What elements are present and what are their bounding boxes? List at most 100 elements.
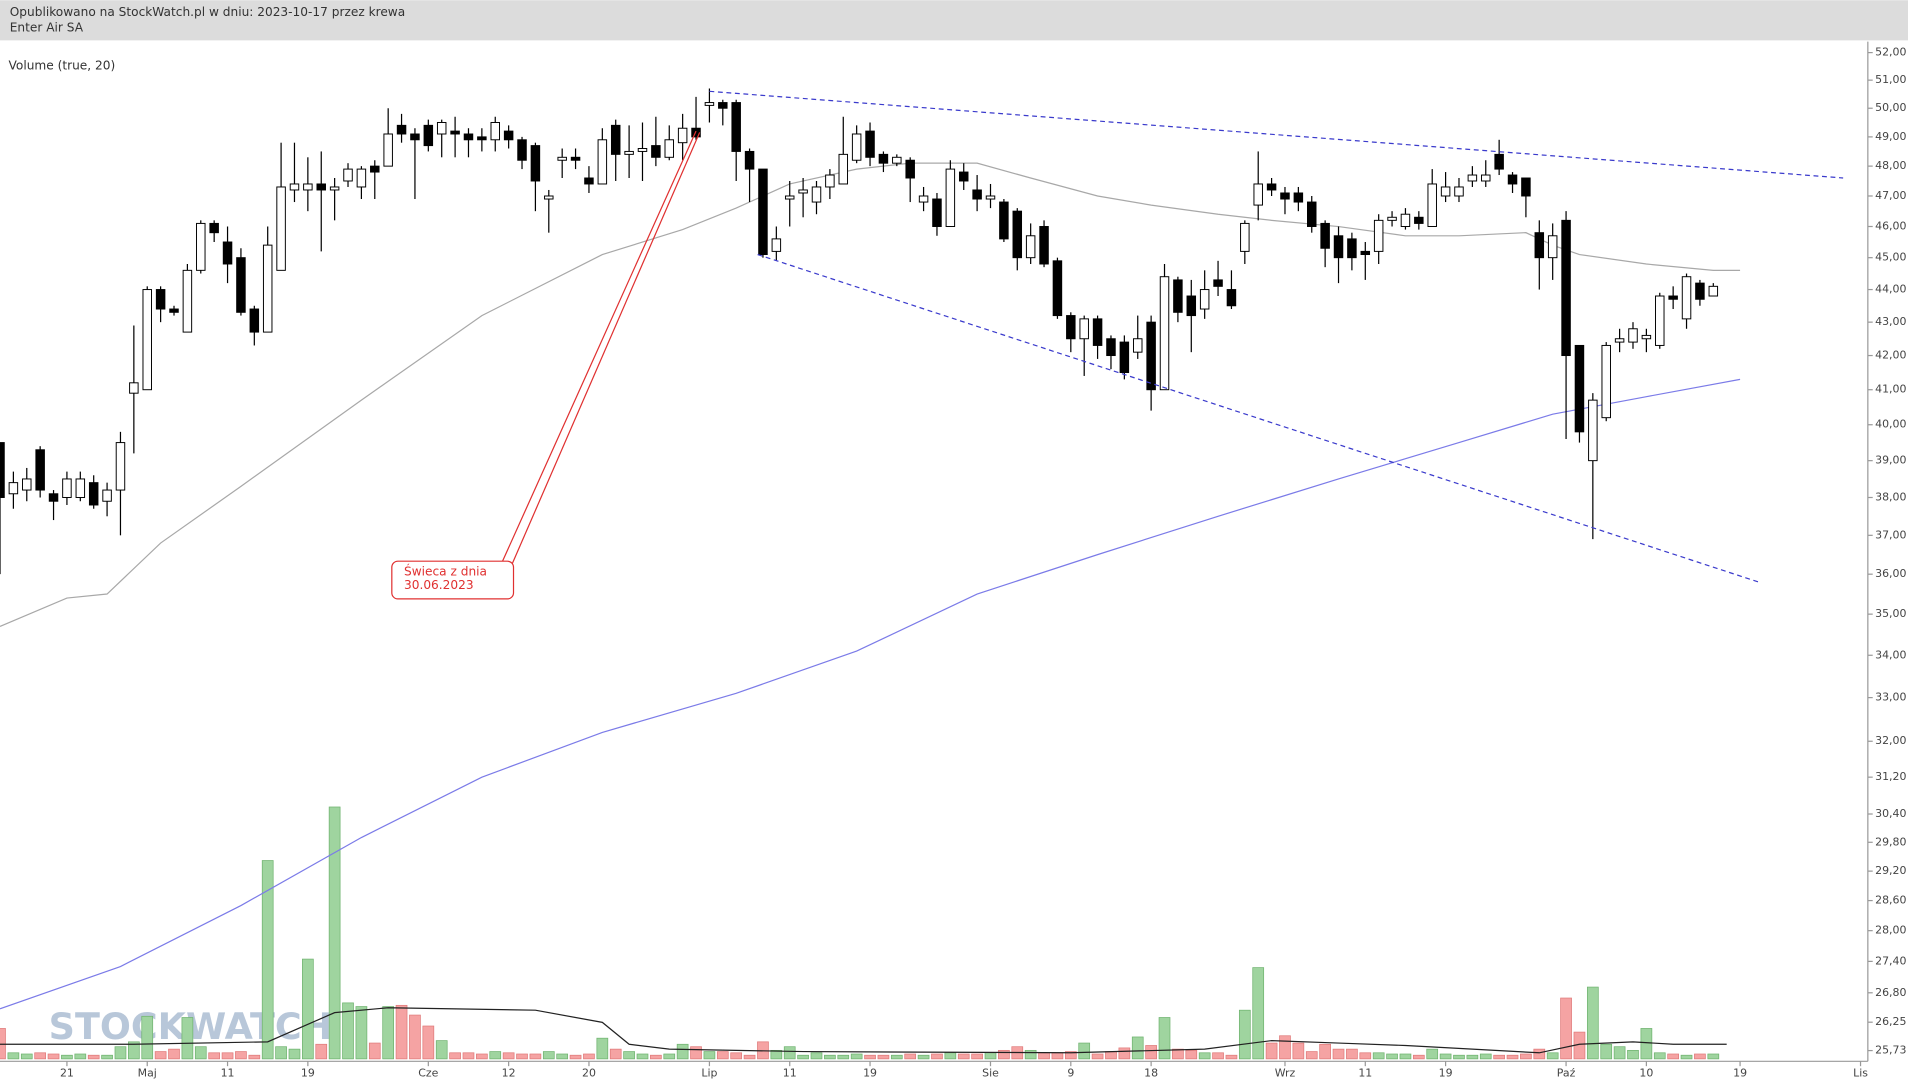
candle-body (1373, 219, 1384, 252)
volume-bar (1078, 1042, 1091, 1060)
candle-body (1079, 318, 1089, 340)
y-tick-label: 35,00 (1875, 607, 1906, 620)
candle-body (677, 127, 688, 144)
candle-body (450, 130, 460, 135)
volume-bar (596, 1037, 609, 1060)
y-tick-label: 26,80 (1875, 986, 1906, 999)
volume-bar (569, 1054, 582, 1060)
volume-bar (1453, 1054, 1465, 1060)
candle-body (477, 136, 487, 141)
candle-body (1360, 250, 1371, 256)
x-tick-label: Lip (701, 1066, 717, 1079)
candle-body (316, 183, 326, 191)
volume-bar (7, 1052, 20, 1060)
volume-bar (650, 1054, 662, 1060)
candle-body (1628, 328, 1638, 343)
volume-bar (850, 1053, 863, 1060)
candle-body (503, 130, 514, 141)
volume-bar (1305, 1051, 1318, 1060)
volume-bar (235, 1051, 247, 1060)
candle-body (1226, 289, 1237, 307)
volume-bar (422, 1025, 435, 1060)
volume-bar (944, 1052, 957, 1060)
candle-body (0, 442, 5, 498)
volume-bar (1279, 1035, 1291, 1060)
candle-body (490, 121, 500, 141)
candle-body (196, 222, 206, 271)
y-tick-label: 50,00 (1875, 101, 1906, 114)
candle-body (1427, 183, 1437, 227)
volume-bar (275, 1046, 287, 1060)
candle-body (303, 183, 313, 191)
volume-bar (502, 1052, 515, 1060)
volume-bar (824, 1054, 836, 1060)
volume-bar (181, 1017, 194, 1060)
candle-body (1574, 344, 1585, 433)
x-tick-label: Paź (1557, 1066, 1576, 1079)
candle-body (1440, 186, 1451, 197)
candle-body (88, 482, 99, 506)
candle-body (276, 186, 286, 271)
candle-body (1092, 318, 1103, 346)
candle-body (544, 195, 554, 200)
candle-body (932, 198, 942, 227)
volume-bar (1653, 1052, 1666, 1060)
y-tick-label: 44,00 (1875, 283, 1906, 296)
volume-bar (1627, 1049, 1639, 1060)
volume-bar (74, 1053, 87, 1060)
annotation-leader (501, 130, 697, 562)
y-tick-label: 42,00 (1875, 349, 1906, 362)
candle-body (1681, 276, 1692, 320)
candle-body (1132, 338, 1143, 353)
x-tick-label: 18 (1144, 1066, 1158, 1079)
volume-bar (609, 1048, 622, 1060)
candle-body (1481, 174, 1491, 182)
volume-bar (61, 1054, 73, 1060)
candle-body (1521, 177, 1531, 197)
volume-bar (1399, 1053, 1412, 1060)
candle-body (1307, 201, 1317, 227)
volume-bar (114, 1046, 127, 1060)
volume-bar (1225, 1054, 1238, 1060)
volume-bar (208, 1052, 221, 1060)
volume-bar (342, 1002, 354, 1060)
annotation-text: 30.06.2023 (404, 578, 474, 592)
y-tick-label: 37,00 (1875, 528, 1906, 541)
candle-body (1507, 174, 1518, 185)
candle-body (704, 102, 715, 106)
volume-bar (1479, 1053, 1492, 1060)
volume-bar (1198, 1052, 1211, 1060)
moving-average (0, 162, 1741, 627)
x-tick-label: 11 (1358, 1066, 1372, 1079)
y-tick-label: 48,00 (1875, 159, 1906, 172)
candle-body (811, 186, 822, 203)
candle-body (1561, 219, 1571, 357)
x-tick-label: Sie (982, 1066, 999, 1079)
volume-bar (837, 1054, 850, 1060)
volume-bar (1265, 1042, 1278, 1060)
volume-bar (636, 1053, 649, 1060)
y-tick-label: 33,00 (1875, 691, 1906, 704)
y-tick-label: 27,40 (1875, 954, 1906, 967)
volume-bar (261, 860, 274, 1060)
candle-body (610, 124, 621, 155)
candle-body (584, 177, 594, 185)
candle-body (1253, 183, 1263, 206)
candle-body (744, 150, 755, 170)
volume-bar (957, 1053, 970, 1060)
candle-body (1333, 235, 1344, 259)
y-tick-label: 36,00 (1875, 567, 1906, 580)
volume-bar (1546, 1052, 1559, 1060)
volume-bar (1694, 1053, 1706, 1060)
volume-bar (1386, 1053, 1398, 1060)
candle-body (878, 153, 889, 164)
volume-bar (556, 1053, 569, 1060)
candle-body (865, 130, 875, 158)
y-tick-label: 45,00 (1875, 251, 1906, 264)
candle-body (570, 156, 581, 161)
volume-bar (984, 1052, 997, 1060)
candle-body (370, 165, 380, 173)
candle-body (48, 493, 59, 502)
volume-bar (1412, 1054, 1425, 1060)
volume-bar (676, 1043, 689, 1060)
